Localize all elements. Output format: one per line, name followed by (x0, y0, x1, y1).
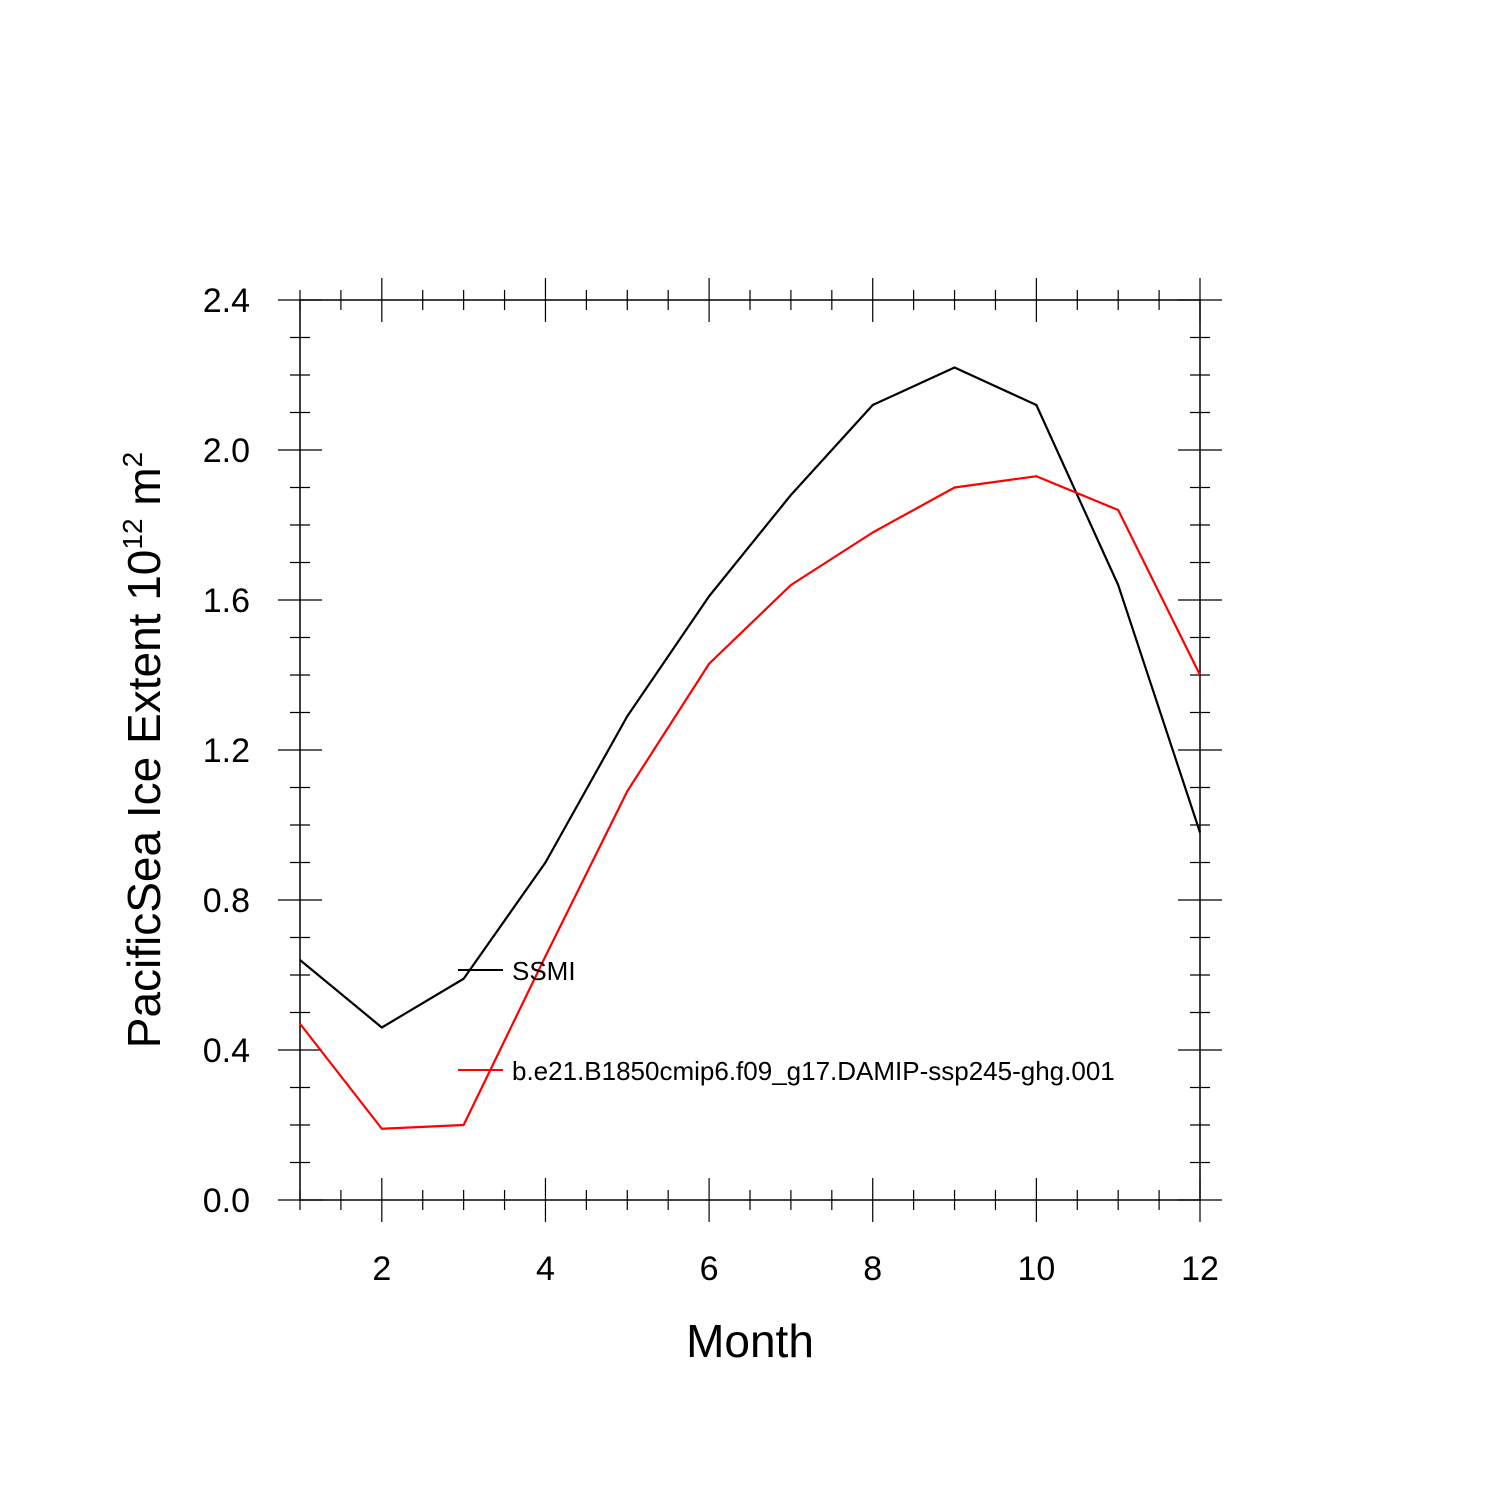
x-tick-label: 6 (700, 1250, 719, 1288)
y-tick-label: 1.6 (203, 582, 250, 620)
y-tick-label: 0.4 (203, 1032, 250, 1070)
y-tick-label: 2.0 (203, 432, 250, 470)
y-tick-label: 0.8 (203, 882, 250, 920)
y-axis-title: PacificSea Ice Extent 1012 m2 (117, 452, 170, 1048)
legend-label-damip: b.e21.B1850cmip6.f09_g17.DAMIP-ssp245-gh… (512, 1056, 1115, 1086)
x-tick-labels: 2 4 6 8 10 12 (372, 1250, 1219, 1288)
y-tick-label: 2.4 (203, 282, 250, 320)
y-tick-label: 1.2 (203, 732, 250, 770)
x-tick-label: 4 (536, 1250, 555, 1288)
y-axis-title-exponent: 12 (117, 518, 148, 549)
series-lines (299, 366, 1202, 1130)
x-tick-label: 10 (1017, 1250, 1055, 1288)
legend: SSMI b.e21.B1850cmip6.f09_g17.DAMIP-ssp2… (458, 956, 1115, 1086)
series-line-0 (299, 366, 1202, 1029)
x-tick-label: 8 (863, 1250, 882, 1288)
series-line-1 (299, 475, 1201, 1130)
y-axis-title-main: PacificSea Ice Extent 10 (118, 550, 170, 1049)
plot-frame (299, 299, 1201, 1201)
y-tick-label: 0.0 (203, 1182, 250, 1220)
x-axis-title: Month (686, 1315, 814, 1367)
x-tick-label: 12 (1181, 1250, 1219, 1288)
y-tick-labels: 0.0 0.4 0.8 1.2 1.6 2.0 2.4 (203, 282, 250, 1220)
y-axis-title-unit-exponent: 2 (117, 452, 148, 468)
x-tick-label: 2 (372, 1250, 391, 1288)
legend-label-ssmi: SSMI (512, 956, 576, 986)
y-axis-title-unit: m (118, 467, 170, 518)
